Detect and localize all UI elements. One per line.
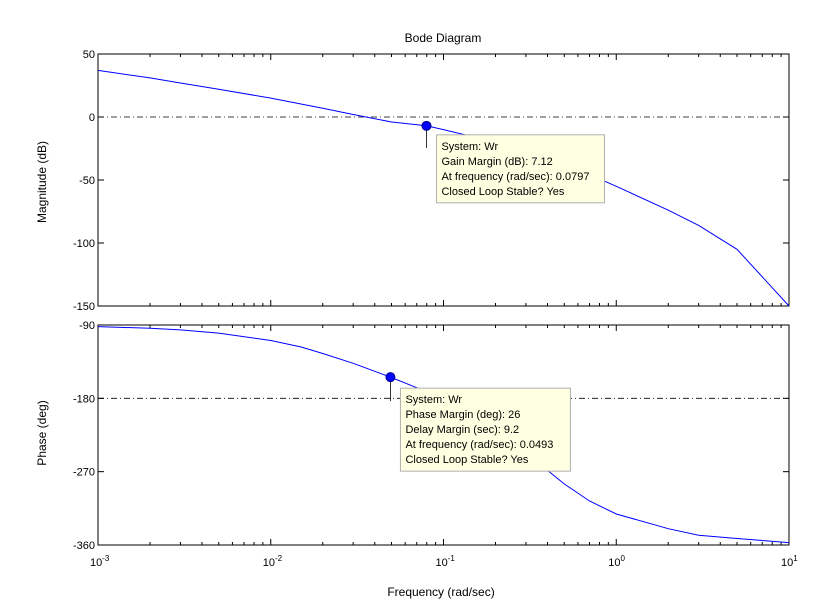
plot-layer: 50 0 -50 -100 -150 System: Wr Gain Margin (dB)… xyxy=(73,49,798,569)
x-axis-label: Frequency (rad/sec) xyxy=(387,585,494,599)
phase-margin-marker xyxy=(385,372,396,383)
magnitude-tooltip-box xyxy=(435,134,605,204)
phase-panel: -90 -180 -270 -360 System: Wr Phase Margin (d… xyxy=(73,320,790,552)
magnitude-y-tick-label: -50 xyxy=(79,175,95,187)
phase-tooltip-line: System: Wr xyxy=(405,394,462,406)
magnitude-tooltip-line: At frequency (rad/sec): 0.0797 xyxy=(441,171,589,183)
magnitude-y-tick-label: -150 xyxy=(73,301,95,313)
phase-tooltip-box xyxy=(399,387,571,472)
magnitude-margin-marker xyxy=(421,120,432,131)
phase-y-tick-label: -270 xyxy=(73,467,95,479)
phase-tooltip-line: Delay Margin (sec): 9.2 xyxy=(405,424,519,436)
phase-y-tick-label: -180 xyxy=(73,393,95,405)
x-tick-label: 10-3 xyxy=(90,554,110,569)
chart-title: Bode Diagram xyxy=(405,31,482,45)
x-tick-label: 100 xyxy=(608,554,625,569)
magnitude-tooltip-line: System: Wr xyxy=(441,141,498,153)
magnitude-axis-label: Magnitude (dB) xyxy=(35,141,49,223)
magnitude-y-tick-label: 50 xyxy=(83,49,95,61)
x-tick-label: 10-2 xyxy=(263,554,283,569)
magnitude-y-tick-label: -100 xyxy=(73,238,95,250)
phase-y-tick-label: -90 xyxy=(79,320,95,332)
phase-axis-label: Phase (deg) xyxy=(35,400,49,465)
phase-tooltip-line: At frequency (rad/sec): 0.0493 xyxy=(405,439,553,451)
phase-tooltip-line: Closed Loop Stable? Yes xyxy=(405,454,528,466)
magnitude-tooltip-line: Closed Loop Stable? Yes xyxy=(441,186,564,198)
magnitude-series-line xyxy=(97,69,790,307)
x-tick-label: 101 xyxy=(781,554,798,569)
magnitude-y-tick-label: 0 xyxy=(89,112,95,124)
phase-tooltip-line: Phase Margin (deg): 26 xyxy=(405,409,520,421)
magnitude-panel: 50 0 -50 -100 -150 System: Wr Gain Margin (dB)… xyxy=(73,49,790,313)
magnitude-tooltip-line: Gain Margin (dB): 7.12 xyxy=(441,156,552,168)
phase-y-tick-label: -360 xyxy=(73,540,95,552)
x-tick-label: 10-1 xyxy=(436,554,456,569)
